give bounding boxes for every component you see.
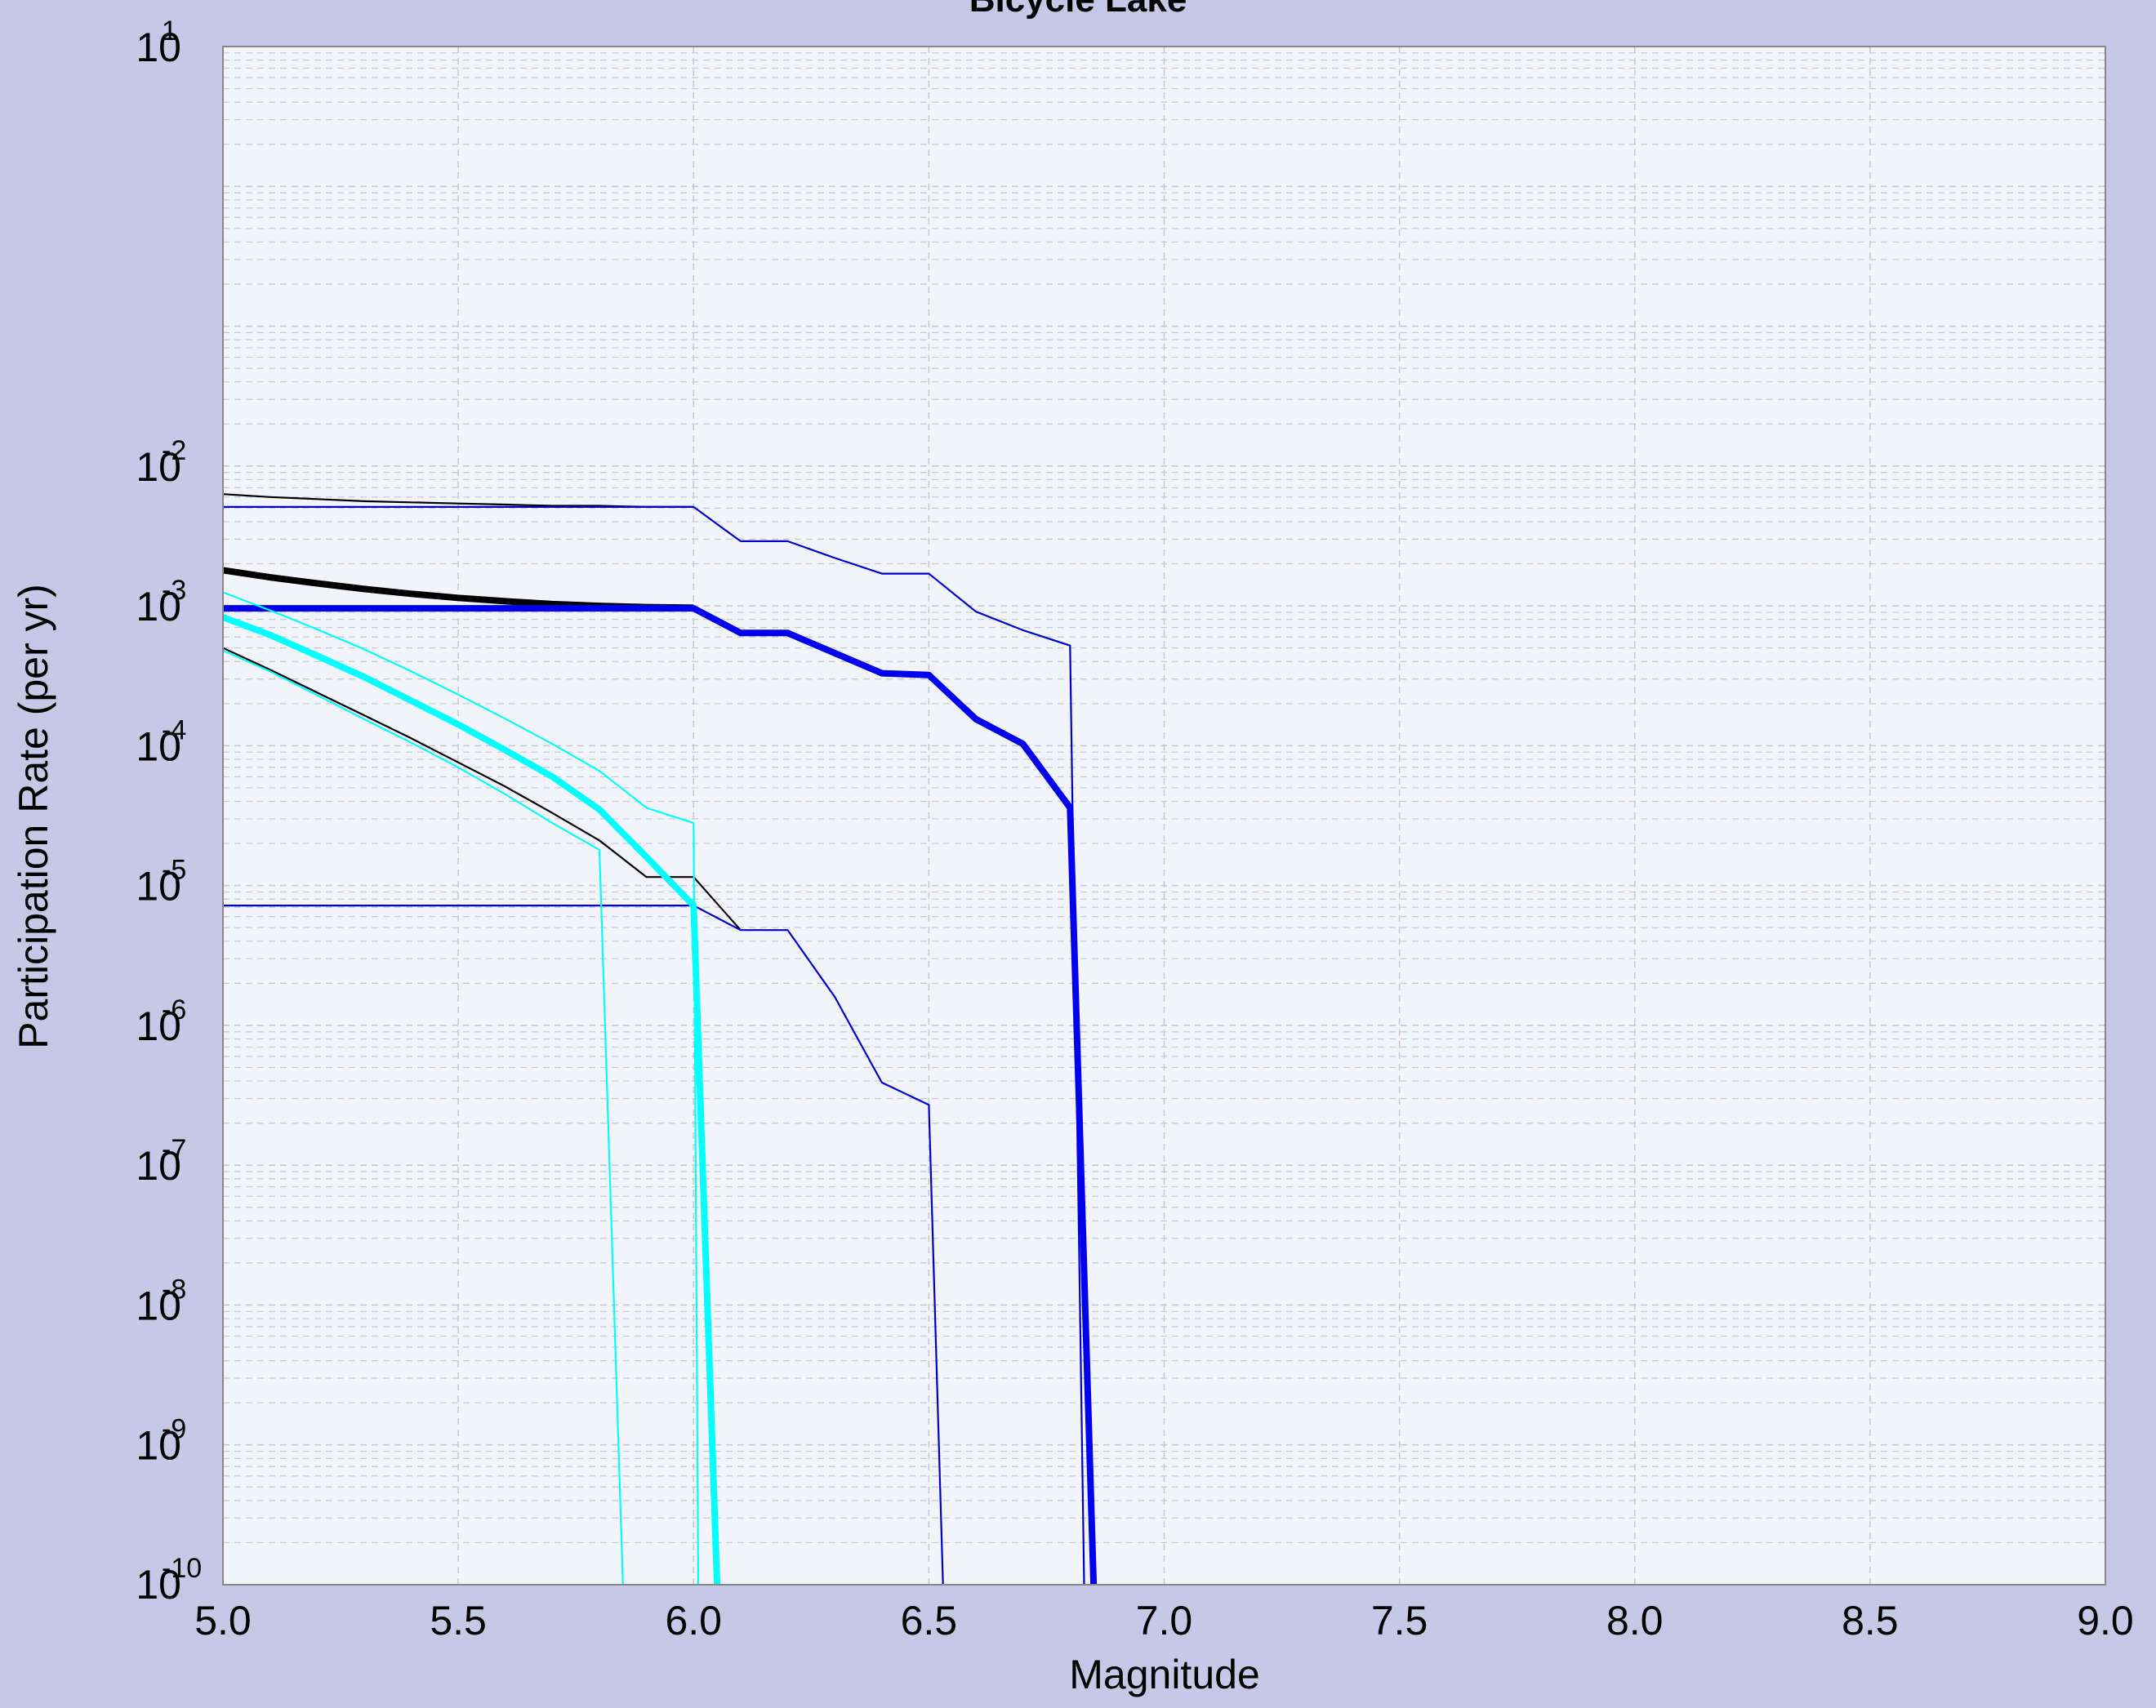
y-tick-exponent: -10 — [162, 1553, 202, 1584]
x-tick-label: 6.0 — [665, 1598, 722, 1644]
series-line-9 — [223, 649, 624, 1585]
x-tick-label: 5.5 — [430, 1598, 487, 1644]
x-tick-label: 9.0 — [2077, 1598, 2134, 1644]
y-tick-label: 10 — [136, 584, 181, 629]
y-tick-exponent: -3 — [162, 575, 186, 606]
y-tick-exponent: -6 — [162, 994, 186, 1025]
x-tick-label: 8.5 — [1842, 1598, 1899, 1644]
y-tick-label: 10 — [136, 1143, 181, 1189]
series-line-4 — [223, 505, 1085, 1585]
y-tick-label: 10 — [136, 723, 181, 769]
x-tick-label: 7.0 — [1136, 1598, 1193, 1644]
x-tick-label: 6.5 — [901, 1598, 958, 1644]
y-tick-exponent: -5 — [162, 855, 186, 886]
y-tick-label: 10 — [136, 864, 181, 910]
y-tick-label: 10 — [136, 444, 181, 490]
y-tick-exponent: -7 — [162, 1134, 186, 1165]
y-axis-title: Participation Rate (per yr) — [11, 584, 56, 1049]
series-line-8 — [223, 614, 721, 1585]
series-line-7 — [223, 591, 700, 1585]
y-tick-label: 10 — [136, 1423, 181, 1469]
chart-title: Bicycle Lake — [969, 0, 1187, 20]
x-axis-title: Magnitude — [1069, 1652, 1260, 1697]
series-line-6 — [223, 904, 944, 1585]
series-line-3 — [223, 647, 742, 931]
series-line-5 — [223, 605, 1098, 1585]
y-tick-label: 10 — [136, 1003, 181, 1049]
y-tick-exponent: -4 — [162, 714, 186, 745]
y-tick-exponent: -9 — [162, 1414, 186, 1445]
plot-frame — [222, 46, 2106, 1586]
x-tick-label: 5.0 — [194, 1598, 252, 1644]
y-tick-label: 10 — [136, 24, 181, 70]
y-tick-label: 10 — [136, 1283, 181, 1328]
x-tick-label: 7.5 — [1371, 1598, 1428, 1644]
y-tick-exponent: 1 — [162, 16, 177, 47]
y-tick-exponent: -8 — [162, 1274, 186, 1305]
y-tick-label: 10 — [136, 1562, 181, 1608]
plot-area: 5.0 5.5 6.0 6.5 7.0 7.5 8.0 8.5 9.010-1010-910-8… — [136, 16, 2133, 1644]
x-tick-label: 8.0 — [1606, 1598, 1664, 1644]
y-tick-exponent: -2 — [162, 435, 186, 466]
